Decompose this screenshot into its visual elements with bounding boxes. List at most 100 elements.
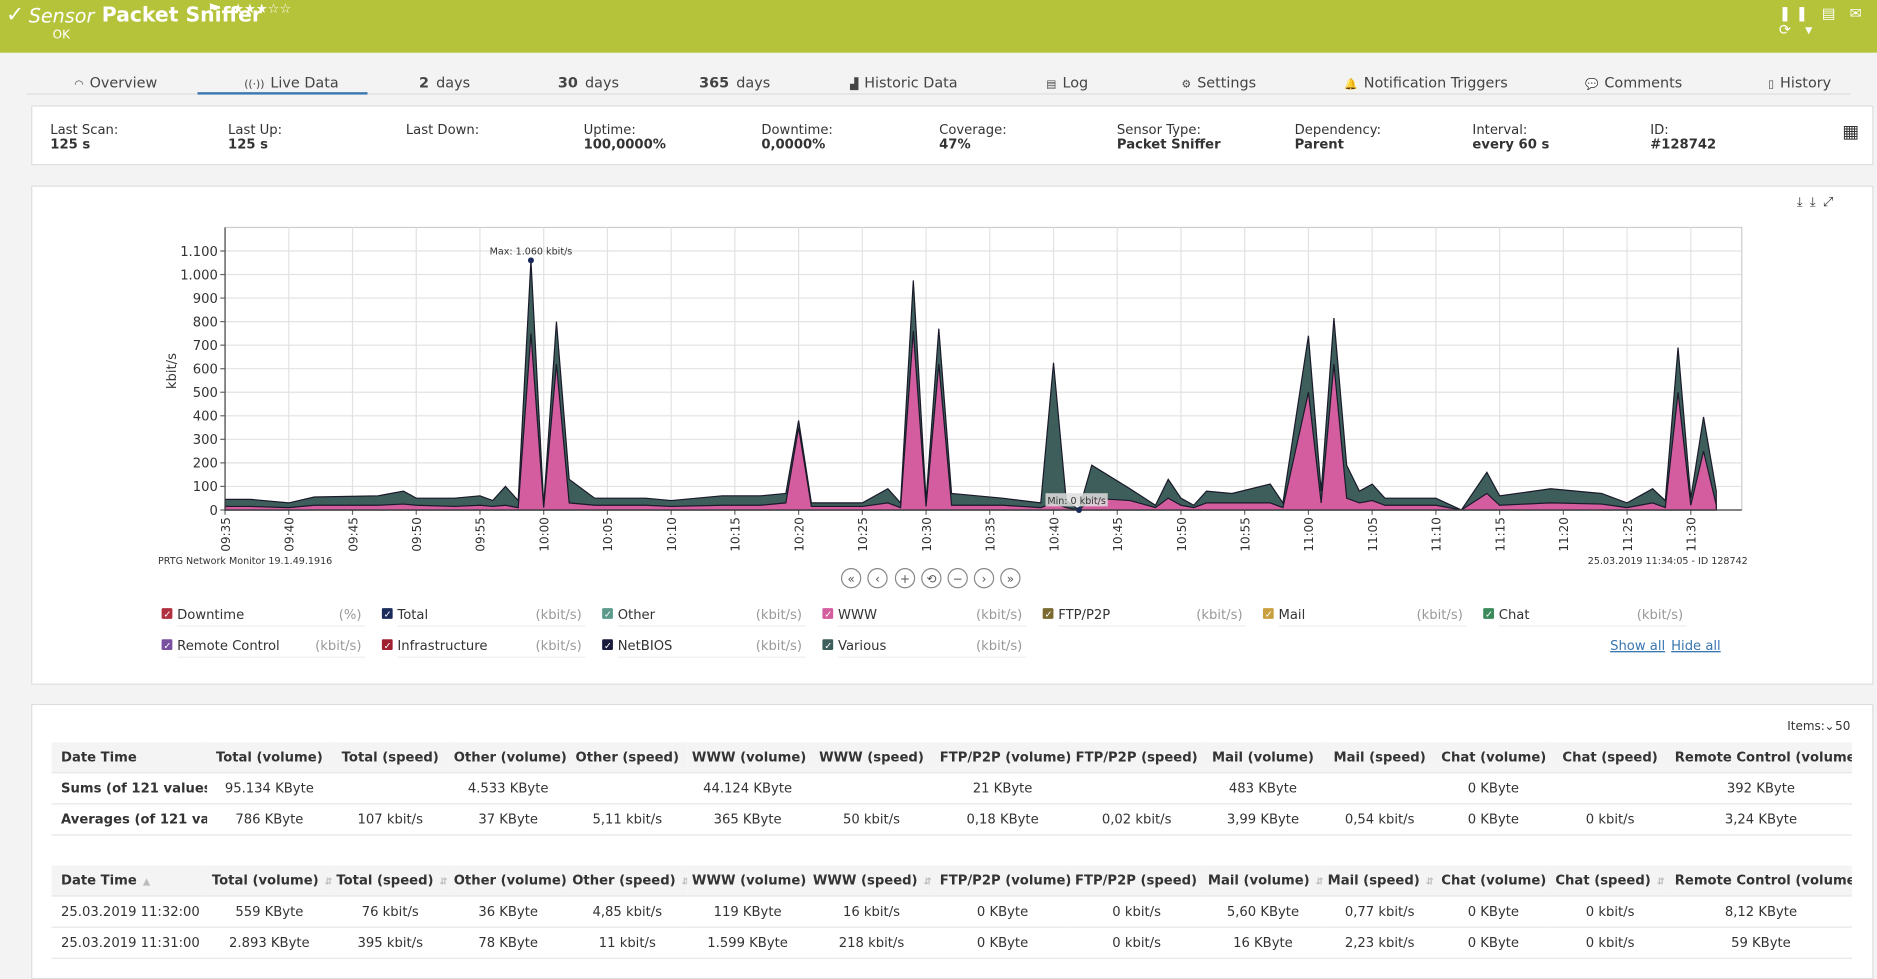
x-tick-label: 11:00 xyxy=(1302,517,1316,552)
column-label: Remote Control (volume) xyxy=(1675,873,1852,889)
table-cell: 0 kbit/s xyxy=(1550,804,1670,835)
column-header[interactable]: Total (volume)⇵ xyxy=(207,866,331,897)
cell-text: 36 KByte xyxy=(478,904,538,920)
legend-name: Downtime xyxy=(177,608,244,623)
y-tick-label: 1.000 xyxy=(180,268,218,283)
cell-text: 50 kbit/s xyxy=(843,812,900,828)
legend-name: Various xyxy=(838,639,886,654)
tab[interactable]: ▯History xyxy=(1768,74,1831,91)
cell-text: 395 kbit/s xyxy=(358,935,423,951)
column-header[interactable]: FTP/P2P (speed)⇵ xyxy=(1070,866,1203,897)
column-header: Other (speed) xyxy=(567,742,687,773)
cell-text: 218 kbit/s xyxy=(839,935,904,951)
table-cell: 0 kbit/s xyxy=(1070,927,1203,958)
table-cell: 786 KByte xyxy=(207,804,331,835)
tab-icon: 🔔 xyxy=(1344,79,1357,91)
table-cell: Sums (of 121 values) xyxy=(51,773,207,804)
column-header[interactable]: Total (speed)⇵ xyxy=(332,866,449,897)
table-cell: 483 KByte xyxy=(1203,773,1323,804)
column-header[interactable]: WWW (volume)⇵ xyxy=(687,866,808,897)
show-all[interactable]: Show all xyxy=(1610,639,1665,654)
cell-text: 119 KByte xyxy=(714,904,782,920)
x-tick-label: 10:45 xyxy=(1111,517,1125,552)
x-tick-label: 11:25 xyxy=(1621,517,1635,552)
cell-text: 392 KByte xyxy=(1727,781,1795,797)
legend-check: ✓ xyxy=(384,610,392,621)
tab[interactable]: 🔔Notification Triggers xyxy=(1344,74,1507,91)
tab[interactable]: ((·))Live Data xyxy=(244,74,338,91)
column-label: WWW (speed) xyxy=(819,749,924,765)
table-cell xyxy=(1070,773,1203,804)
tab[interactable]: ▤Log xyxy=(1046,74,1088,91)
column-header[interactable]: Mail (speed)⇵ xyxy=(1323,866,1437,897)
cell-text: 0 KByte xyxy=(977,935,1028,951)
header-tools[interactable]: ❚❚ ▤ ✉ ⟳ ▾ xyxy=(1779,5,1877,39)
column-header[interactable]: Other (speed)⇵ xyxy=(567,866,687,897)
column-header: Date Time xyxy=(51,742,207,773)
btn-zoom-out-icon: − xyxy=(953,572,963,586)
tab[interactable]: ▟Historic Data xyxy=(850,74,958,91)
legend-name: WWW xyxy=(838,608,877,623)
hide-all[interactable]: Hide all xyxy=(1671,639,1721,654)
table-cell: 0,54 kbit/s xyxy=(1323,804,1437,835)
cell-text: 0 KByte xyxy=(1468,935,1519,951)
cell-text: 0 kbit/s xyxy=(1586,812,1635,828)
x-tick-label: 09:45 xyxy=(346,517,360,552)
tab-icon: ((·)) xyxy=(244,79,264,91)
cell-text: 0,77 kbit/s xyxy=(1345,904,1415,920)
cell-text: 4,85 kbit/s xyxy=(592,904,662,920)
tab[interactable]: ◠Overview xyxy=(74,74,157,91)
column-label: Total (volume) xyxy=(212,873,319,889)
column-label: Other (volume) xyxy=(454,749,567,765)
column-label: Other (speed) xyxy=(576,749,679,765)
legend-check: ✓ xyxy=(163,641,171,652)
column-header[interactable]: WWW (speed)⇵ xyxy=(808,866,935,897)
qr-icon[interactable]: ▦ xyxy=(1842,121,1859,143)
legend-unit: (kbit/s) xyxy=(756,639,802,654)
items-caret[interactable]: ⌄ xyxy=(1824,721,1834,734)
column-header[interactable]: Chat (speed)⇵ xyxy=(1550,866,1670,897)
table-cell: 4.533 KByte xyxy=(449,773,568,804)
table-cell: 11 kbit/s xyxy=(567,927,687,958)
legend-name: Mail xyxy=(1279,608,1306,623)
info-label: Coverage: xyxy=(939,122,1007,138)
column-header[interactable]: Chat (volume)⇵ xyxy=(1437,866,1551,897)
tab[interactable]: 💬Comments xyxy=(1585,74,1682,91)
footer-left: PRTG Network Monitor 19.1.49.1916 xyxy=(158,556,332,567)
legend-check: ✓ xyxy=(384,641,392,652)
legend-check: ✓ xyxy=(604,610,612,621)
column-header[interactable]: Date Time▲ xyxy=(51,866,207,897)
y-tick-label: 400 xyxy=(193,410,218,425)
cell-text: 1.599 KByte xyxy=(707,935,788,951)
column-header[interactable]: Mail (volume)⇵ xyxy=(1203,866,1323,897)
cell-text: 16 KByte xyxy=(1233,935,1293,951)
cell-text: 0 KByte xyxy=(977,904,1028,920)
info-value: 100,0000% xyxy=(584,136,666,152)
x-tick-label: 10:55 xyxy=(1238,517,1252,552)
table-cell xyxy=(1550,773,1670,804)
priority-stars[interactable]: ★★★☆☆ xyxy=(232,1,291,17)
table-cell: 392 KByte xyxy=(1670,773,1852,804)
cell-text: 16 kbit/s xyxy=(843,904,900,920)
table-cell: 0 KByte xyxy=(935,927,1070,958)
column-header[interactable]: Remote Control (volume)⇵ xyxy=(1670,866,1852,897)
column-header: WWW (volume) xyxy=(687,742,808,773)
x-tick-label: 10:20 xyxy=(792,517,806,552)
tab[interactable]: ⚙Settings xyxy=(1182,74,1257,91)
table-cell: 3,24 KByte xyxy=(1670,804,1852,835)
legend-unit: (kbit/s) xyxy=(1417,608,1463,623)
column-header[interactable]: FTP/P2P (volume)⇵ xyxy=(935,866,1070,897)
column-header[interactable]: Other (volume)⇵ xyxy=(449,866,568,897)
items-count[interactable]: 50 xyxy=(1835,721,1850,734)
data-table: Date Time▲Total (volume)⇵Total (speed)⇵O… xyxy=(51,866,1851,959)
x-tick-label: 09:55 xyxy=(474,517,488,552)
flag-icon[interactable]: ⚑ xyxy=(207,1,219,17)
table-cell: Averages (of 121 values) xyxy=(51,804,207,835)
cell-text: 0 kbit/s xyxy=(1586,904,1635,920)
